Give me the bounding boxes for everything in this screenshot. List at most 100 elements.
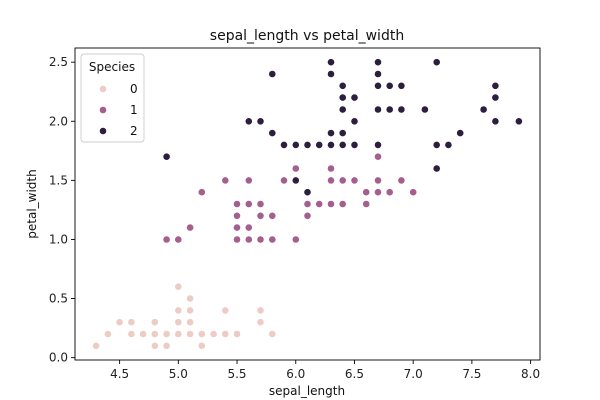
legend-label: 1 — [130, 103, 138, 117]
point-species-0 — [92, 341, 100, 350]
point-species-0 — [127, 330, 136, 338]
y-tick-label: 2.0 — [49, 114, 68, 128]
point-species-2 — [303, 140, 312, 149]
point-species-0 — [221, 330, 230, 338]
point-species-2 — [374, 105, 382, 114]
point-species-1 — [303, 200, 312, 208]
point-species-1 — [409, 188, 418, 197]
point-species-2 — [338, 105, 347, 114]
point-species-0 — [186, 318, 194, 327]
point-species-2 — [491, 93, 500, 102]
point-species-1 — [233, 235, 241, 244]
point-species-1 — [327, 176, 335, 185]
point-species-2 — [350, 117, 359, 126]
point-species-2 — [491, 117, 500, 126]
point-species-2 — [374, 58, 382, 67]
point-species-0 — [221, 306, 230, 315]
point-species-2 — [515, 117, 523, 126]
point-species-1 — [197, 188, 206, 197]
point-species-0 — [174, 318, 183, 327]
point-species-1 — [362, 200, 371, 208]
point-species-1 — [374, 188, 382, 197]
point-species-0 — [209, 330, 218, 338]
point-species-0 — [186, 330, 194, 338]
point-species-1 — [338, 200, 347, 208]
x-tick-label: 4.5 — [110, 367, 129, 381]
point-species-2 — [374, 140, 382, 149]
point-species-1 — [256, 211, 265, 220]
y-tick-label: 0.5 — [49, 292, 68, 306]
point-species-0 — [256, 318, 265, 327]
x-tick-label: 6.5 — [345, 367, 364, 381]
point-species-0 — [197, 341, 206, 350]
x-tick-label: 5.0 — [169, 367, 188, 381]
point-species-0 — [162, 341, 171, 350]
point-species-2 — [397, 81, 406, 90]
point-species-2 — [420, 105, 429, 114]
point-species-2 — [432, 58, 441, 67]
x-axis-label: sepal_length — [269, 384, 345, 398]
point-species-2 — [327, 58, 335, 67]
point-species-2 — [338, 81, 347, 90]
point-species-2 — [327, 70, 335, 78]
legend-marker — [99, 106, 107, 114]
legend-title: Species — [89, 60, 135, 74]
point-species-1 — [350, 176, 359, 185]
point-species-2 — [385, 81, 394, 90]
point-species-0 — [150, 330, 159, 338]
point-species-2 — [385, 105, 394, 114]
point-species-0 — [162, 330, 171, 338]
point-species-0 — [150, 341, 159, 350]
point-species-1 — [221, 176, 230, 185]
point-species-2 — [338, 140, 347, 149]
legend-box — [80, 53, 145, 143]
point-species-0 — [256, 306, 265, 315]
point-species-1 — [268, 235, 277, 244]
point-species-0 — [174, 306, 183, 315]
point-species-1 — [233, 223, 241, 232]
legend-label: 0 — [130, 82, 138, 96]
point-species-1 — [280, 176, 288, 185]
point-species-2 — [268, 129, 277, 137]
point-species-1 — [327, 200, 335, 208]
legend-marker — [99, 85, 107, 93]
point-species-2 — [374, 70, 382, 78]
point-species-1 — [244, 200, 253, 208]
point-species-0 — [186, 294, 194, 303]
point-species-1 — [244, 176, 253, 185]
point-species-1 — [397, 176, 406, 185]
y-axis: 0.0 0.5 1.0 1.5 2.0 2.5 — [49, 55, 75, 365]
point-species-2 — [327, 129, 335, 137]
chart-title: sepal_length vs petal_width — [210, 28, 404, 44]
point-species-2 — [338, 93, 347, 102]
point-species-1 — [162, 235, 171, 244]
point-species-2 — [303, 188, 312, 197]
legend: Species 0 1 2 — [80, 53, 145, 143]
point-species-2 — [374, 81, 382, 90]
x-axis: 4.5 5.0 5.5 6.0 6.5 7.0 7.5 8.0 — [110, 360, 540, 381]
point-species-2 — [491, 81, 500, 90]
point-species-2 — [397, 105, 406, 114]
y-axis-label: petal_width — [25, 169, 39, 238]
point-species-2 — [244, 117, 253, 126]
point-species-1 — [233, 200, 241, 208]
point-species-1 — [244, 235, 253, 244]
point-species-2 — [444, 140, 453, 149]
point-species-0 — [268, 330, 277, 338]
y-tick-label: 2.5 — [49, 55, 68, 69]
scatter-points — [92, 58, 523, 350]
point-species-2 — [291, 140, 300, 149]
point-species-1 — [244, 223, 253, 232]
x-tick-label: 7.5 — [462, 367, 481, 381]
point-species-0 — [150, 318, 159, 327]
point-species-0 — [104, 330, 112, 338]
point-species-1 — [362, 188, 371, 197]
point-species-2 — [268, 70, 277, 78]
point-species-2 — [432, 140, 441, 149]
point-species-1 — [338, 176, 347, 185]
point-species-1 — [385, 188, 394, 197]
point-species-2 — [327, 140, 335, 149]
point-species-2 — [350, 140, 359, 149]
point-species-1 — [186, 223, 194, 232]
point-species-1 — [291, 164, 300, 173]
